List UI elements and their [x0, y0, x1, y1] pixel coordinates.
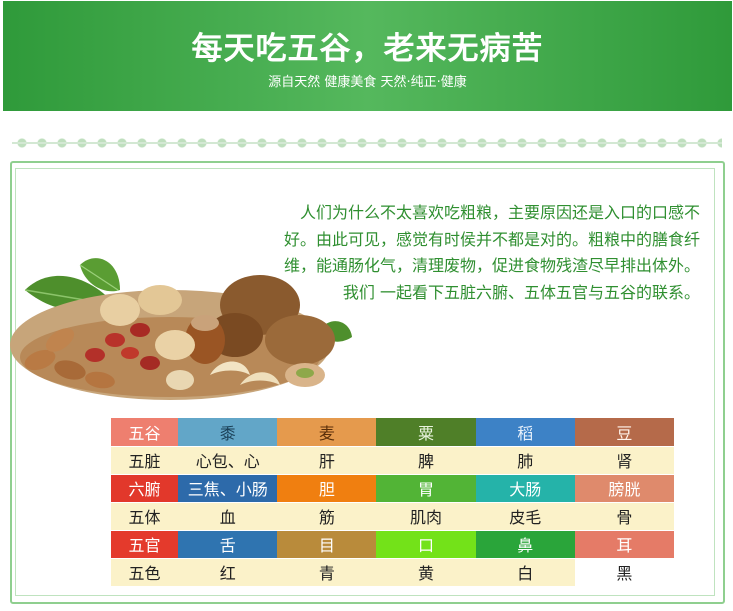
table-cell: 黍: [178, 418, 278, 447]
row-label: 六腑: [111, 474, 179, 503]
table-cell: 三焦、小肠: [178, 474, 278, 503]
table-cell: 粟: [376, 418, 476, 447]
table-cell: 黄: [376, 558, 476, 587]
table-cell: 麦: [277, 418, 377, 447]
table-row: 五官舌目口鼻耳: [111, 530, 674, 559]
table-cell: 肺: [475, 446, 575, 475]
header-banner: 每天吃五谷，老来无病苦 源自天然 健康美食 天然·纯正·健康: [3, 1, 732, 111]
table-cell: 口: [376, 530, 476, 559]
table-cell: 胃: [376, 474, 476, 503]
row-label: 五色: [111, 558, 179, 587]
table-cell: 骨: [574, 502, 674, 531]
table-cell: 肾: [574, 446, 674, 475]
banner-title: 每天吃五谷，老来无病苦: [191, 31, 544, 67]
nuts-image: [10, 258, 352, 400]
table-cell: 肝: [277, 446, 377, 475]
table-row: 六腑 三焦、小肠胆胃大肠 膀胱: [111, 474, 674, 503]
table-cell: 皮毛: [475, 502, 575, 531]
table-row: 五脏 心包、心肝脾肺肾: [111, 446, 674, 475]
table-cell: 筋: [277, 502, 377, 531]
row-label: 五官: [111, 530, 179, 559]
table-cell: 目: [277, 530, 377, 559]
table-cell: 胆: [277, 474, 377, 503]
table-cell: 鼻: [475, 530, 575, 559]
table-cell: 肌肉: [376, 502, 476, 531]
row-label: 五谷: [111, 418, 179, 447]
row-label: 五体: [111, 502, 179, 531]
table-cell: 耳: [574, 530, 674, 559]
five-grains-table: 五谷黍麦粟稻豆五脏 心包、心肝脾肺肾六腑 三焦、小肠胆胃大肠 膀胱 五体血筋肌肉 皮毛骨五…: [111, 418, 674, 587]
table-row: 五体血筋肌肉 皮毛骨: [111, 502, 674, 531]
row-label: 五脏: [111, 446, 179, 475]
intro-paragraph: 人们为什么不太喜欢吃粗粮，主要原因还是入口的口感不好。由此可见，感觉有时侯并不都…: [283, 203, 700, 302]
table-cell: 白: [475, 558, 575, 587]
table-cell: 脾: [376, 446, 476, 475]
table-cell: 稻: [475, 418, 575, 447]
table-cell: 青: [277, 558, 377, 587]
banner-subtitle: 源自天然 健康美食 天然·纯正·健康: [268, 75, 467, 90]
table-row: 五色红青黄白黑: [111, 558, 674, 587]
content-panel: [10, 161, 725, 604]
table-cell: 红: [178, 558, 278, 587]
table-cell: 膀胱: [574, 474, 674, 503]
table-cell: 黑: [574, 558, 674, 587]
content-panel-inner-border: [15, 168, 715, 596]
table-cell: 大肠: [475, 474, 575, 503]
table-cell: 豆: [574, 418, 674, 447]
table-cell: 舌: [178, 530, 278, 559]
table-cell: 心包、心: [178, 446, 278, 475]
decorative-border: [12, 133, 722, 153]
table-row: 五谷黍麦粟稻豆: [111, 418, 674, 447]
table-cell: 血: [178, 502, 278, 531]
